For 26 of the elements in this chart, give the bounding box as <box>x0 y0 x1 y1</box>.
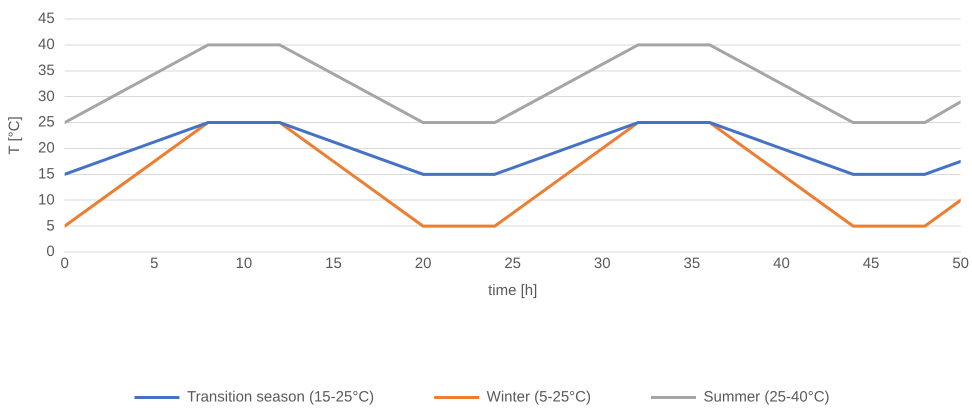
x-tick-label: 35 <box>684 255 700 272</box>
y-axis-title: T [°C] <box>6 116 24 155</box>
legend-label: Winter (5-25°C) <box>486 388 592 406</box>
x-tick-label: 50 <box>952 255 969 272</box>
y-tick-label: 0 <box>46 243 55 260</box>
x-tick-label: 5 <box>150 255 158 272</box>
y-tick-label: 10 <box>38 191 55 208</box>
x-tick-label: 40 <box>773 255 790 272</box>
y-tick-label: 45 <box>38 10 55 28</box>
x-tick-label: 20 <box>414 255 432 272</box>
legend-label: Transition season (15-25°C) <box>186 388 374 406</box>
x-tick-label: 30 <box>594 255 611 272</box>
y-tick-label: 15 <box>38 165 55 182</box>
y-tick-label: 40 <box>38 36 55 54</box>
x-tick-label: 10 <box>236 255 252 272</box>
x-tick-label: 45 <box>862 255 880 272</box>
y-tick-label: 20 <box>38 140 55 157</box>
x-axis-title: time [h] <box>488 282 538 300</box>
x-tick-label: 0 <box>60 255 69 272</box>
y-tick-label: 30 <box>38 88 55 105</box>
x-tick-label: 15 <box>325 255 342 272</box>
y-tick-label: 5 <box>46 217 55 234</box>
x-tick-label: 25 <box>504 255 522 272</box>
legend-label: Summer (25-40°C) <box>704 388 830 406</box>
y-tick-label: 35 <box>38 62 55 79</box>
y-tick-label: 25 <box>38 114 55 131</box>
